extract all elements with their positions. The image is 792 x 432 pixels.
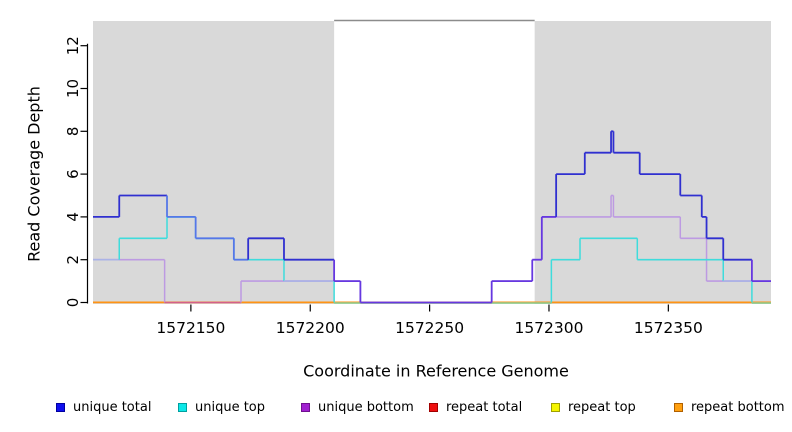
x-tick-label: 1572250 — [395, 319, 464, 337]
y-tick-label: 4 — [64, 212, 82, 222]
x-tick-label: 1572350 — [634, 319, 703, 337]
y-tick-label: 6 — [64, 169, 82, 179]
legend-item-label: unique top — [195, 399, 266, 415]
legend-item-label: unique bottom — [318, 399, 414, 415]
x-tick-label: 1572200 — [276, 319, 345, 337]
x-tick-label: 1572150 — [156, 319, 225, 337]
y-tick-label: 10 — [64, 79, 82, 98]
legend-item-unique-total: unique total — [56, 398, 151, 416]
legend-item-label: repeat top — [568, 399, 636, 415]
legend-swatch-icon — [301, 402, 310, 412]
legend-swatch-icon — [674, 402, 683, 412]
legend-item-repeat-total: repeat total — [429, 398, 522, 416]
legend-item-label: repeat bottom — [691, 399, 785, 415]
masked-right-region — [534, 21, 771, 304]
legend-item-label: unique total — [73, 399, 152, 415]
legend-item-unique-bottom: unique bottom — [301, 398, 414, 416]
y-tick-label: 2 — [64, 255, 82, 265]
y-tick-label: 12 — [64, 36, 82, 55]
legend-item-label: repeat total — [446, 399, 523, 415]
legend-item-repeat-bottom: repeat bottom — [674, 398, 785, 416]
legend-swatch-icon — [429, 402, 438, 412]
legend-swatch-icon — [178, 402, 187, 412]
legend-swatch-icon — [56, 402, 65, 412]
legend-item-unique-top: unique top — [178, 398, 265, 416]
legend: unique total unique top unique bottom repea… — [0, 398, 792, 418]
y-tick-label: 0 — [64, 298, 82, 308]
y-axis-title: Read Coverage Depth — [24, 86, 44, 262]
x-tick-label: 1572300 — [514, 319, 583, 337]
x-axis-title: Coordinate in Reference Genome — [303, 361, 569, 381]
y-tick-label: 8 — [64, 127, 82, 137]
legend-item-repeat-top: repeat top — [551, 398, 636, 416]
legend-swatch-icon — [551, 402, 560, 412]
masked-left-region — [93, 21, 335, 304]
